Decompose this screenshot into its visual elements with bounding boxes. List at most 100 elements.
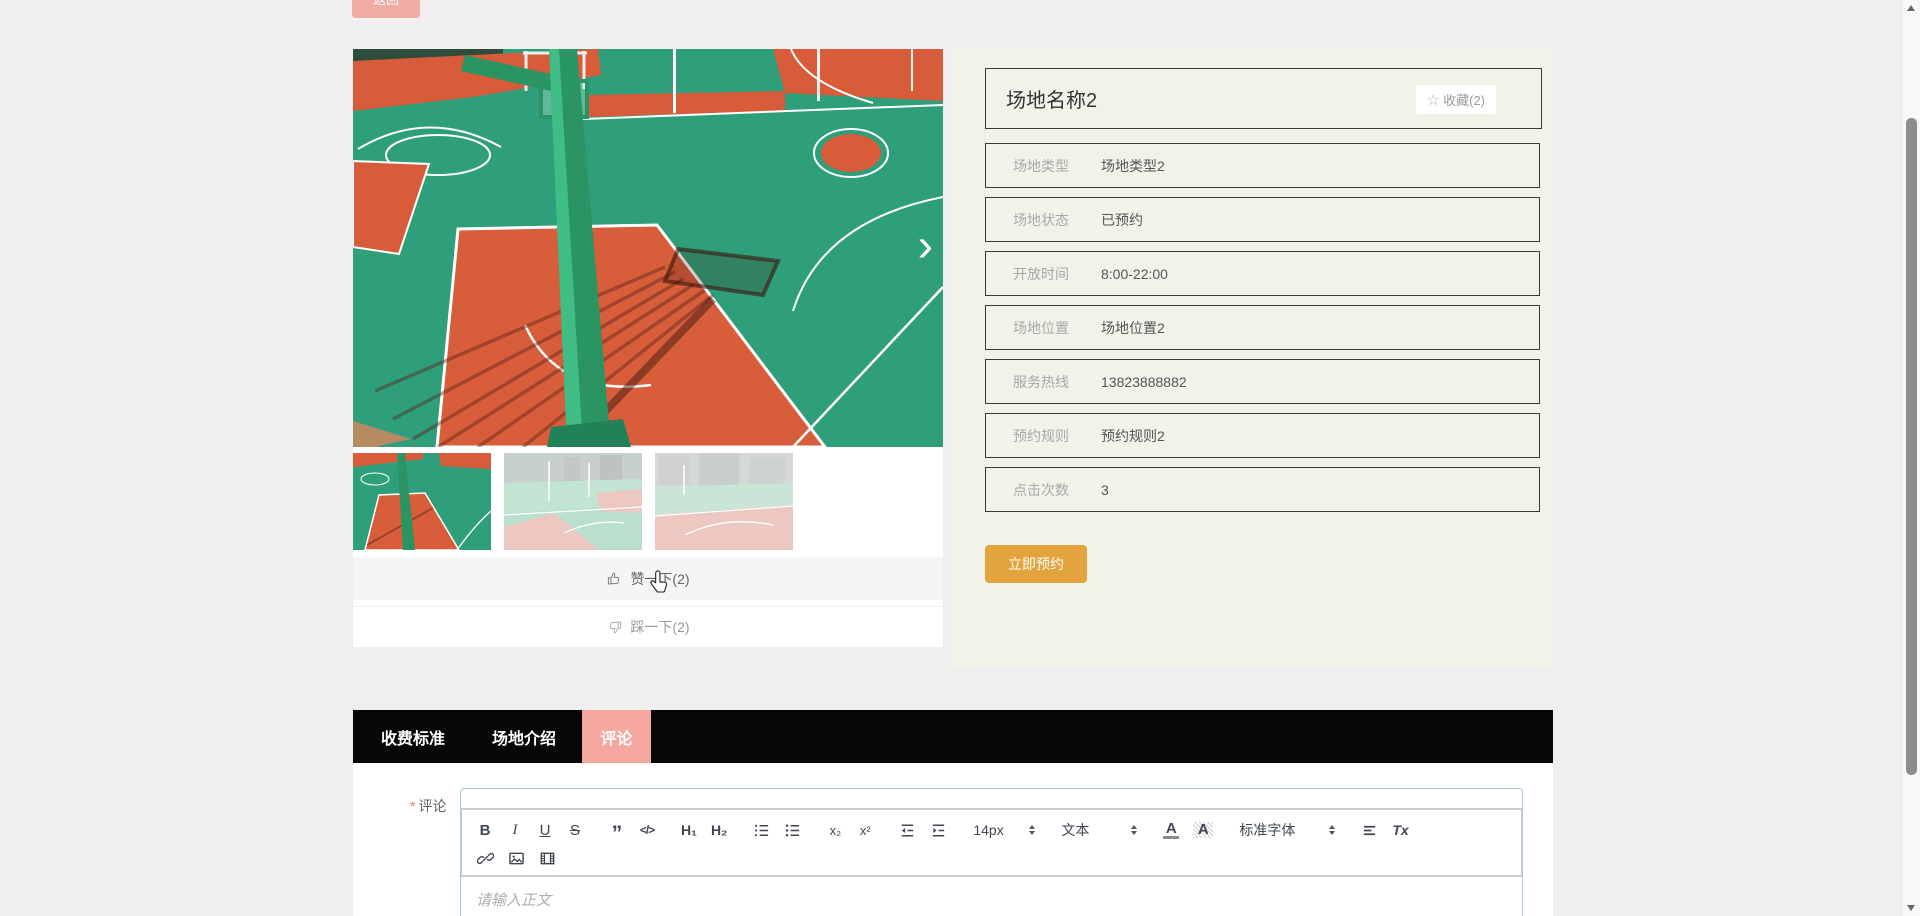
field-row-hours: 开放时间 8:00-22:00 [985, 251, 1540, 296]
field-value: 13823888882 [1101, 373, 1187, 390]
unordered-list-button[interactable] [784, 820, 801, 840]
outdent-button[interactable] [899, 820, 916, 840]
favorite-button[interactable]: ☆ 收藏(2) [1415, 85, 1496, 114]
comment-field-label: * 评论 [410, 796, 446, 816]
updown-arrows-icon [1029, 825, 1036, 835]
italic-button[interactable]: I [512, 821, 518, 838]
comment-label-text: 评论 [418, 798, 447, 814]
thumbnail-1[interactable] [353, 453, 491, 550]
favorite-label: 收藏(2) [1443, 93, 1485, 108]
font-size-select[interactable]: 14px [973, 820, 1036, 840]
dislike-label: 踩一下(2) [630, 619, 690, 635]
insert-video-button[interactable] [539, 848, 556, 868]
clear-format-button[interactable]: Tx [1392, 822, 1409, 838]
line-height-icon [1364, 825, 1376, 835]
star-icon: ☆ [1426, 91, 1441, 109]
unordered-list-icon [786, 824, 800, 836]
dislike-button[interactable]: 踩一下(2) [353, 606, 943, 647]
superscript-button[interactable]: x² [859, 822, 871, 838]
background-color-button[interactable]: A [1193, 822, 1214, 838]
toolbar-row-1: B I U S ” </> H₁ H₂ [462, 810, 1521, 847]
updown-arrows-icon [1329, 825, 1336, 835]
thumbnail-3[interactable] [655, 453, 793, 550]
bold-button[interactable]: B [479, 821, 491, 839]
like-button[interactable]: 赞一下(2) [353, 557, 943, 600]
paragraph-format-select[interactable]: 文本 [1061, 820, 1138, 840]
font-color-button[interactable]: A [1163, 821, 1180, 839]
indent-icon [933, 824, 945, 836]
venue-name: 场地名称2 [1006, 90, 1098, 112]
scrollbar-down-arrow-icon[interactable] [1907, 905, 1915, 911]
back-button[interactable]: 返回 [352, 0, 420, 18]
field-row-hotline: 服务热线 13823888882 [985, 359, 1540, 404]
field-value: 8:00-22:00 [1101, 265, 1168, 282]
thumbnail-3-fade [655, 453, 793, 550]
tab-pricing[interactable]: 收费标准 [381, 730, 446, 748]
tab-bar: 收费标准 场地介绍 评论 [353, 710, 1553, 763]
insert-image-button[interactable] [508, 848, 525, 868]
thumbnail-2[interactable] [504, 453, 642, 550]
indent-button[interactable] [930, 820, 947, 840]
font-size-value: 14px [973, 822, 1004, 838]
video-icon [540, 852, 555, 864]
thumbnail-strip [353, 453, 943, 550]
field-label: 点击次数 [1013, 481, 1069, 498]
field-row-rules: 预约规则 预约规则2 [985, 413, 1540, 458]
venue-name-box: 场地名称2 ☆ 收藏(2) [985, 68, 1542, 129]
mouse-cursor [650, 570, 668, 593]
outdent-icon [902, 824, 914, 836]
field-label: 场地状态 [1013, 211, 1069, 228]
thumb-up-icon [608, 572, 620, 585]
heading1-button[interactable]: H₁ [681, 822, 697, 838]
book-now-button[interactable]: 立即预约 [985, 545, 1087, 583]
editor-content-area[interactable]: 请输入正文 [476, 892, 552, 909]
image-icon [509, 852, 524, 864]
comment-section: * 评论 B I U S ” </> H₁ H₂ [353, 763, 1553, 916]
field-value: 3 [1101, 481, 1109, 498]
heading2-button[interactable]: H₂ [711, 822, 728, 838]
thumbnail-1-image [353, 453, 491, 550]
gallery-panel: › [353, 49, 943, 647]
line-height-button[interactable] [1361, 820, 1378, 840]
field-label: 场地位置 [1013, 319, 1069, 336]
field-label: 开放时间 [1013, 265, 1069, 282]
field-label: 场地类型 [1013, 157, 1069, 174]
field-value: 场地类型2 [1101, 157, 1165, 174]
field-value: 场地位置2 [1101, 319, 1165, 336]
subscript-button[interactable]: x₂ [829, 822, 842, 838]
rich-text-editor[interactable]: B I U S ” </> H₁ H₂ [460, 788, 1523, 916]
font-family-select[interactable]: 标准字体 [1239, 820, 1336, 840]
code-button[interactable]: </> [639, 823, 655, 837]
carousel-next-button[interactable]: › [917, 218, 933, 271]
venue-info-panel: 场地名称2 ☆ 收藏(2) 场地类型 场地类型2 场地状态 已预约 开放时间 8… [952, 49, 1553, 668]
editor-toolbar: B I U S ” </> H₁ H₂ [462, 809, 1521, 876]
field-row-status: 场地状态 已预约 [985, 197, 1540, 242]
ordered-list-icon [755, 824, 769, 836]
thumb-down-icon [610, 621, 622, 633]
blockquote-button[interactable]: ” [611, 822, 623, 845]
insert-link-button[interactable] [477, 848, 494, 868]
tab-comments[interactable]: 评论 [582, 710, 652, 763]
field-row-clicks: 点击次数 3 [985, 467, 1540, 512]
paragraph-format-value: 文本 [1061, 822, 1090, 838]
scrollbar-track[interactable] [1902, 0, 1920, 916]
field-row-location: 场地位置 场地位置2 [985, 305, 1540, 350]
toolbar-row-2 [462, 847, 1521, 875]
link-icon [477, 852, 494, 864]
updown-arrows-icon [1131, 825, 1138, 835]
required-asterisk: * [410, 798, 416, 814]
tab-introduction[interactable]: 场地介绍 [492, 730, 557, 748]
field-row-type: 场地类型 场地类型2 [985, 143, 1540, 188]
thumbnail-2-fade [504, 453, 642, 550]
field-label: 服务热线 [1013, 373, 1069, 390]
font-family-value: 标准字体 [1239, 822, 1296, 838]
scrollbar-thumb[interactable] [1906, 118, 1917, 775]
scrollbar-up-arrow-icon[interactable] [1907, 5, 1915, 11]
field-value: 已预约 [1101, 211, 1143, 228]
field-label: 预约规则 [1013, 427, 1069, 444]
field-value: 预约规则2 [1101, 427, 1165, 444]
strikethrough-button[interactable]: S [569, 821, 580, 839]
underline-button[interactable]: U [539, 821, 551, 839]
ordered-list-button[interactable] [753, 820, 770, 840]
